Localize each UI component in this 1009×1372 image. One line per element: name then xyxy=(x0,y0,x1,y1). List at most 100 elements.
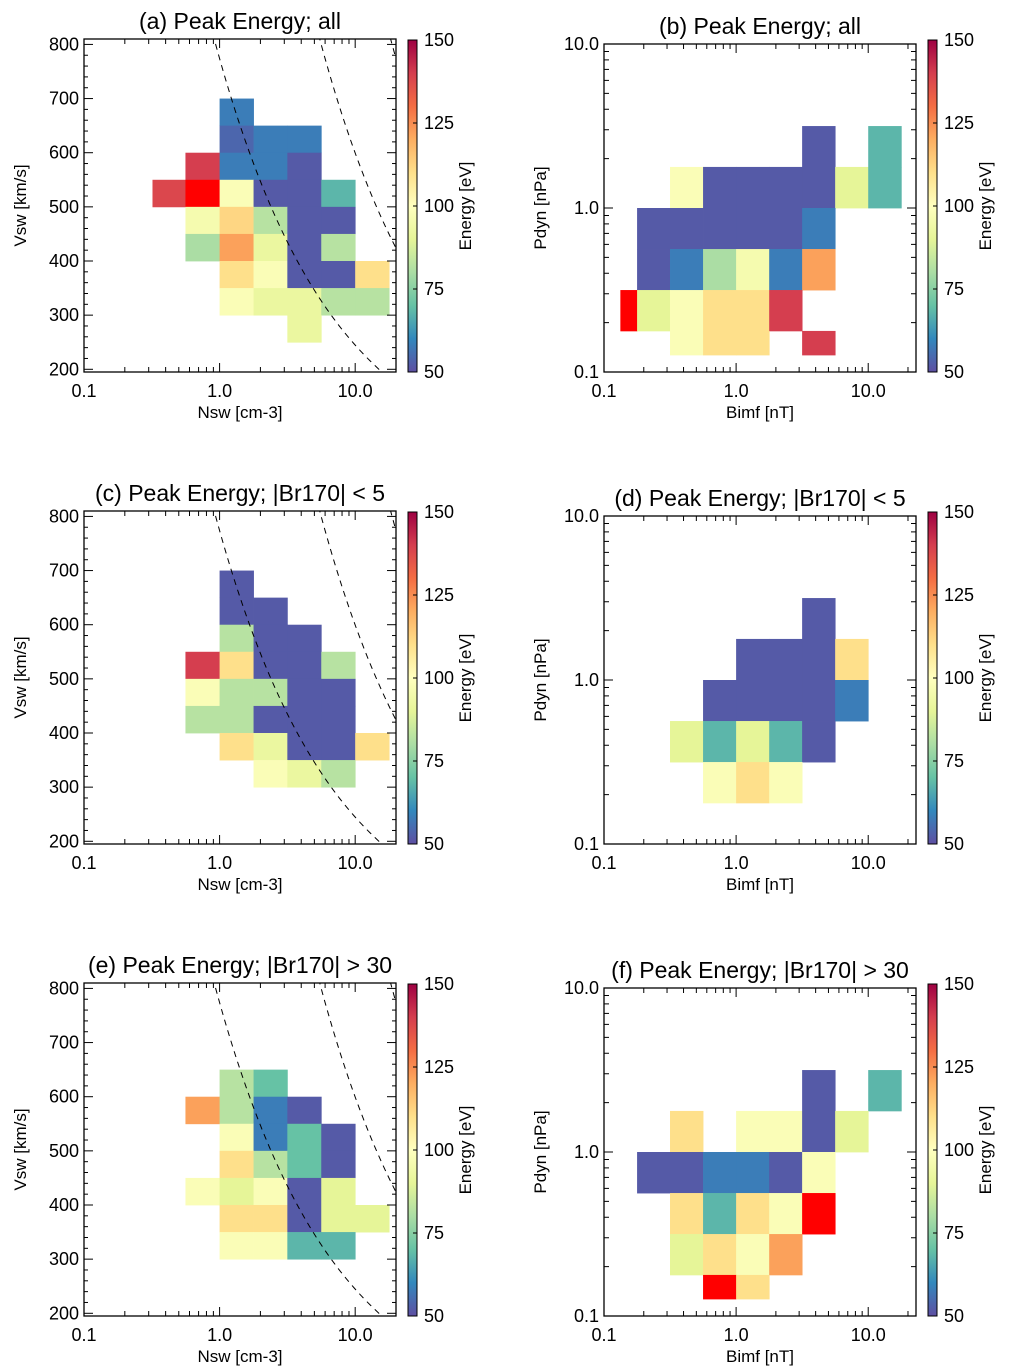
heatmap-cell xyxy=(219,98,254,127)
heatmap-cell xyxy=(769,721,803,763)
heatmap-cell xyxy=(287,233,322,262)
x-tick-label: 10.0 xyxy=(851,381,886,401)
colorbar-tick-label: 100 xyxy=(944,1140,974,1160)
heatmap-cell xyxy=(321,233,356,262)
chart-title: (f) Peak Energy; |Br170| > 30 xyxy=(611,957,909,983)
heatmap-cell xyxy=(219,1069,254,1098)
heatmap-cell xyxy=(253,233,288,262)
y-tick-label: 0.1 xyxy=(574,362,599,382)
heatmap-cell xyxy=(287,1096,322,1125)
heatmap-cell xyxy=(835,680,869,722)
heatmap-cell xyxy=(868,126,902,168)
colorbar-tick-label: 125 xyxy=(424,113,454,133)
heatmap-cell xyxy=(219,624,254,653)
heatmap-cell xyxy=(868,166,902,209)
heatmap-cell xyxy=(185,179,220,208)
heatmap-cell xyxy=(185,1096,220,1125)
tick-marks xyxy=(603,987,916,1317)
heatmap-cell xyxy=(185,152,220,181)
x-tick-label: 0.1 xyxy=(71,381,96,401)
heatmap-cell xyxy=(769,680,803,722)
heatmap-cell xyxy=(219,1150,254,1179)
heatmap-cell xyxy=(736,1152,770,1194)
heatmap-cell xyxy=(321,1232,356,1260)
x-tick-label: 0.1 xyxy=(591,1325,616,1345)
heatmap-cell xyxy=(287,288,322,316)
heatmap-cell xyxy=(703,249,737,291)
heatmap-cell xyxy=(703,721,737,763)
y-axis-label: Pdyn [nPa] xyxy=(531,1110,550,1193)
x-axis-label: Bimf [nT] xyxy=(726,875,794,894)
colorbar-label: Energy [eV] xyxy=(976,1106,995,1195)
colorbar-tick-label: 150 xyxy=(944,974,974,994)
colorbar: 50 75 100 125 150 Energy [eV] xyxy=(927,502,995,854)
heatmap-cell xyxy=(835,638,869,681)
heatmap-cell xyxy=(253,624,288,653)
heatmap-cell xyxy=(802,1110,836,1153)
x-tick-label: 1.0 xyxy=(207,1325,232,1345)
colorbar-tick-label: 50 xyxy=(424,834,444,854)
heatmap-cell xyxy=(185,651,220,680)
heatmap-cell xyxy=(802,330,836,356)
heatmap-cell xyxy=(253,760,288,788)
heatmap-cell xyxy=(703,1234,737,1276)
heatmap-cell xyxy=(287,651,322,680)
heatmap-cell xyxy=(802,126,836,168)
x-tick-label: 10.0 xyxy=(851,1325,886,1345)
heatmap-cell xyxy=(670,249,704,291)
heatmap-cell xyxy=(736,721,770,763)
heatmap-cell xyxy=(355,261,390,289)
heatmap-cell xyxy=(321,179,356,208)
y-tick-label: 10.0 xyxy=(564,34,599,54)
plot-frame xyxy=(83,510,397,845)
heatmap-cell xyxy=(287,152,322,181)
heatmap-cell xyxy=(185,705,220,734)
heatmap-cell xyxy=(802,1152,836,1194)
x-tick-label: 0.1 xyxy=(71,1325,96,1345)
heatmap-cell xyxy=(321,1150,356,1179)
colorbar-tick-label: 150 xyxy=(944,30,974,50)
heatmap-cell xyxy=(321,1123,356,1152)
heatmap-cell xyxy=(287,1177,322,1206)
heatmap-cell xyxy=(287,624,322,653)
colorbar-tick-label: 100 xyxy=(424,668,454,688)
y-tick-label: 800 xyxy=(49,506,79,526)
panel-a: 0.1 1.0 10.0 200 300 400 500 600 700 800 (a) Peak … xyxy=(11,8,475,422)
colorbar-tick-label: 125 xyxy=(424,585,454,605)
heatmap-cell xyxy=(736,290,770,332)
heatmap-cell xyxy=(185,1177,220,1206)
heatmap-cell xyxy=(637,290,671,332)
colorbar: 50 75 100 125 150 Energy [eV] xyxy=(927,974,995,1326)
y-axis-label: Pdyn [nPa] xyxy=(531,166,550,249)
tick-marks xyxy=(603,43,916,373)
colorbar-tick-label: 150 xyxy=(424,974,454,994)
heatmap-cell xyxy=(219,179,254,208)
plot-frame xyxy=(83,982,397,1317)
heatmap-cell xyxy=(670,208,704,250)
heatmap-cell xyxy=(287,179,322,208)
y-tick-label: 600 xyxy=(49,615,79,635)
colorbar-tick-label: 150 xyxy=(944,502,974,522)
heatmap-cell xyxy=(802,1070,836,1112)
heatmap-cell xyxy=(670,1193,704,1235)
y-tick-label: 400 xyxy=(49,251,79,271)
colorbar-label: Energy [eV] xyxy=(456,162,475,251)
colorbar: 50 75 100 125 150 Energy [eV] xyxy=(407,30,475,382)
y-tick-label: 700 xyxy=(49,89,79,109)
panel-b: 0.1 1.0 10.0 0.1 1.0 10.0 (b) Peak Energy; all… xyxy=(531,13,995,422)
heatmap-cell xyxy=(185,233,220,262)
colorbar-tick-label: 75 xyxy=(424,1223,444,1243)
heatmap-cell xyxy=(620,290,638,332)
x-tick-label: 0.1 xyxy=(591,853,616,873)
y-tick-label: 700 xyxy=(49,1033,79,1053)
heatmap-cell xyxy=(703,762,737,804)
heatmap-cell xyxy=(321,733,356,761)
heatmap-cell xyxy=(736,1110,770,1153)
chart-title: (d) Peak Energy; |Br170| < 5 xyxy=(614,485,905,511)
tick-marks xyxy=(603,515,916,845)
heatmap-cell xyxy=(769,249,803,291)
heatmap-cell xyxy=(287,705,322,734)
colorbar-tick-label: 75 xyxy=(944,1223,964,1243)
heatmap-cell xyxy=(253,733,288,761)
x-tick-label: 1.0 xyxy=(724,853,749,873)
